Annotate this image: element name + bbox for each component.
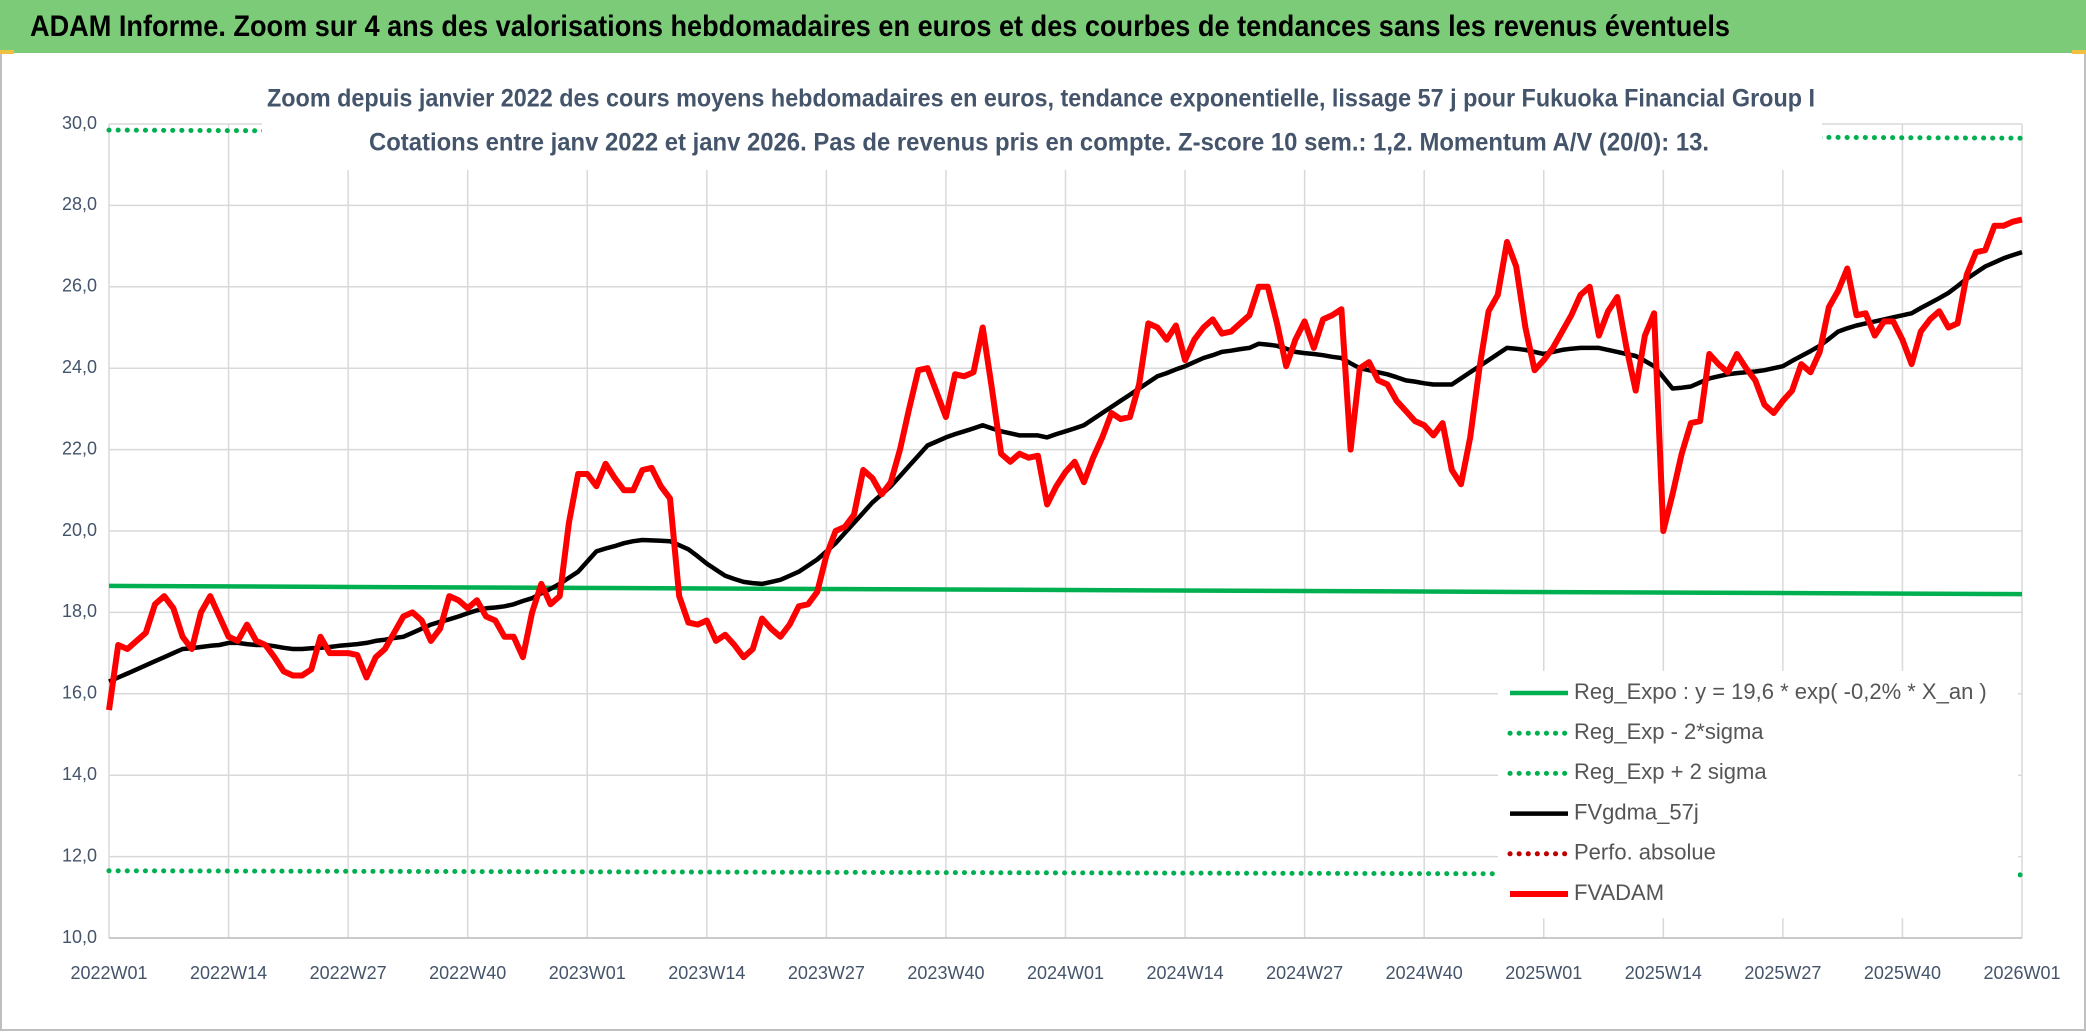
- x-tick-label: 2025W40: [1864, 963, 1941, 983]
- x-tick-label: 2024W14: [1147, 963, 1224, 983]
- y-tick-label: 28,0: [62, 194, 97, 214]
- x-tick-label: 2022W14: [190, 963, 267, 983]
- legend-label: FVgdma_57j: [1574, 799, 1699, 824]
- corner-accent: [2072, 50, 2086, 54]
- legend-label: Reg_Expo : y = 19,6 * exp( -0,2% * X_an …: [1574, 679, 1987, 704]
- x-tick-label: 2025W01: [1505, 963, 1582, 983]
- x-tick-label: 2023W01: [549, 963, 626, 983]
- y-tick-label: 20,0: [62, 520, 97, 540]
- header-bar: [0, 0, 2086, 53]
- y-tick-label: 16,0: [62, 683, 97, 703]
- x-tick-label: 2022W01: [70, 963, 147, 983]
- x-tick-label: 2024W40: [1386, 963, 1463, 983]
- x-tick-label: 2025W14: [1625, 963, 1702, 983]
- legend-label: Reg_Exp + 2 sigma: [1574, 759, 1767, 784]
- x-tick-label: 2026W01: [1983, 963, 2060, 983]
- corner-accent: [0, 50, 14, 54]
- y-tick-label: 30,0: [62, 113, 97, 133]
- legend-label: Reg_Exp - 2*sigma: [1574, 719, 1764, 744]
- y-tick-label: 10,0: [62, 927, 97, 947]
- title-background: [262, 78, 1822, 170]
- legend-label: Perfo. absolue: [1574, 840, 1716, 865]
- legend: Reg_Expo : y = 19,6 * exp( -0,2% * X_an …: [1498, 671, 2018, 919]
- y-tick-label: 18,0: [62, 601, 97, 621]
- legend-background: [1498, 671, 2018, 919]
- x-tick-label: 2023W14: [668, 963, 745, 983]
- y-tick-label: 12,0: [62, 845, 97, 865]
- x-tick-label: 2024W27: [1266, 963, 1343, 983]
- x-tick-label: 2023W40: [907, 963, 984, 983]
- header-title: ADAM Informe. Zoom sur 4 ans des valoris…: [30, 10, 1730, 43]
- x-tick-label: 2024W01: [1027, 963, 1104, 983]
- legend-label: FVADAM: [1574, 880, 1664, 905]
- x-tick-label: 2022W27: [310, 963, 387, 983]
- y-tick-label: 24,0: [62, 357, 97, 377]
- series-line: [106, 216, 2023, 711]
- x-tick-label: 2023W27: [788, 963, 865, 983]
- y-tick-label: 22,0: [62, 438, 97, 458]
- x-tick-label: 2025W27: [1744, 963, 1821, 983]
- y-tick-label: 14,0: [62, 764, 97, 784]
- chart-title: Zoom depuis janvier 2022 des cours moyen…: [267, 85, 1815, 113]
- series-line: [108, 583, 2023, 597]
- y-tick-label: 26,0: [62, 276, 97, 296]
- x-tick-label: 2022W40: [429, 963, 506, 983]
- chart-subtitle: Cotations entre janv 2022 et janv 2026. …: [369, 129, 1709, 157]
